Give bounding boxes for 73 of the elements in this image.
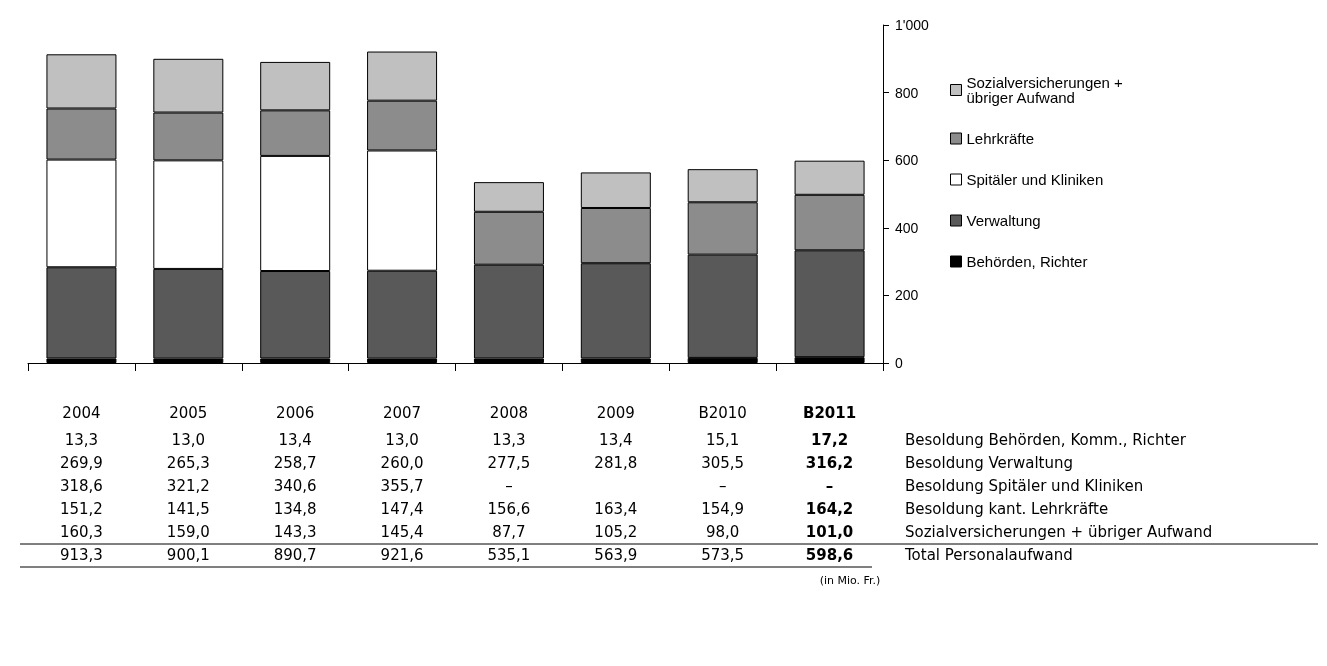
- data-label: 258,7: [273, 454, 317, 472]
- x-tick-label: 2004: [62, 403, 101, 422]
- data-label: 98,0: [705, 523, 740, 541]
- data-label: 13,3: [492, 431, 526, 449]
- data-label: 87,7: [492, 523, 526, 541]
- legend-label: Sozialversicherungen + übriger Aufwand: [966, 74, 1128, 106]
- data-label: 13,4: [599, 431, 633, 449]
- data-label: 17,2: [811, 431, 849, 449]
- data-label: 13,4: [278, 431, 312, 449]
- text: –: [505, 477, 513, 495]
- data-label: 355,7: [380, 477, 424, 495]
- x-tick-label: 2007: [382, 403, 422, 422]
- data-label: 163,4: [594, 500, 638, 518]
- text: Besoldung Behörden, Komm., Richter: [905, 431, 1187, 449]
- text: 573,5: [701, 546, 745, 564]
- data-label: 145,4: [380, 523, 424, 541]
- data-label: 277,5: [487, 454, 531, 472]
- data-label: 105,2: [594, 523, 638, 541]
- text: Besoldung Spitäler und Kliniken: [905, 477, 1144, 495]
- data-label: 147,4: [380, 500, 424, 518]
- y-tick-label: 200: [895, 287, 919, 304]
- data-label: 160,3: [59, 523, 103, 541]
- data-label: 141,5: [166, 500, 210, 518]
- legend-label: Lehrkräfte: [966, 130, 1035, 147]
- y-tick-label: 800: [895, 84, 919, 101]
- data-label: 15,1: [705, 431, 740, 449]
- data-label: 156,6: [487, 500, 531, 518]
- data-label: 269,9: [59, 454, 103, 472]
- text: 913,3: [59, 546, 103, 564]
- text: 890,7: [273, 546, 317, 564]
- text: 598,6: [805, 546, 854, 564]
- text: 921,6: [380, 546, 424, 564]
- y-tick-label: 1'000: [895, 17, 930, 33]
- data-label: 265,3: [166, 454, 210, 472]
- data-label: 13,0: [171, 431, 206, 449]
- x-tick-label: B2010: [698, 403, 747, 422]
- data-label: 305,5: [701, 454, 745, 472]
- data-label: 159,0: [166, 523, 210, 541]
- data-label: 13,0: [385, 431, 419, 449]
- text: Besoldung Verwaltung: [905, 454, 1074, 472]
- x-tick-label: 2005: [169, 403, 208, 422]
- text: –: [825, 477, 834, 495]
- x-tick-label: 2009: [596, 403, 635, 422]
- legend-label: Spitäler und Kliniken: [966, 171, 1104, 188]
- data-label: 318,6: [59, 477, 103, 495]
- legend-label: Behörden, Richter: [966, 253, 1088, 270]
- data-label: 340,6: [273, 477, 317, 495]
- x-tick-label: 2006: [276, 403, 315, 422]
- data-label: 164,2: [805, 500, 854, 518]
- data-label: 260,0: [380, 454, 424, 472]
- data-label: 134,8: [273, 500, 317, 518]
- y-tick-label: 400: [895, 219, 919, 236]
- text: 900,1: [166, 546, 210, 564]
- data-label: 281,8: [594, 454, 638, 472]
- text: 563,9: [594, 546, 638, 564]
- text: 535,1: [487, 546, 531, 564]
- y-tick-label: 600: [895, 152, 919, 169]
- text: –: [718, 477, 727, 495]
- text: Total Personalaufwand: [904, 546, 1073, 564]
- data-label: 151,2: [59, 500, 103, 518]
- data-label: 316,2: [805, 454, 854, 472]
- x-tick-label: B2011: [802, 403, 857, 422]
- legend-label: Verwaltung: [966, 212, 1041, 229]
- text: Sozialversicherungen + übriger Aufwand: [905, 523, 1213, 541]
- data-label: 321,2: [166, 477, 210, 495]
- data-label: 101,0: [805, 523, 854, 541]
- text: (in Mio. Fr.): [819, 574, 881, 587]
- text: Besoldung kant. Lehrkräfte: [905, 500, 1109, 518]
- data-label: 13,3: [64, 431, 99, 449]
- data-label: 143,3: [273, 523, 317, 541]
- y-tick-label: 0: [895, 355, 903, 371]
- data-label: 154,9: [701, 500, 745, 518]
- x-tick-label: 2008: [489, 403, 529, 422]
